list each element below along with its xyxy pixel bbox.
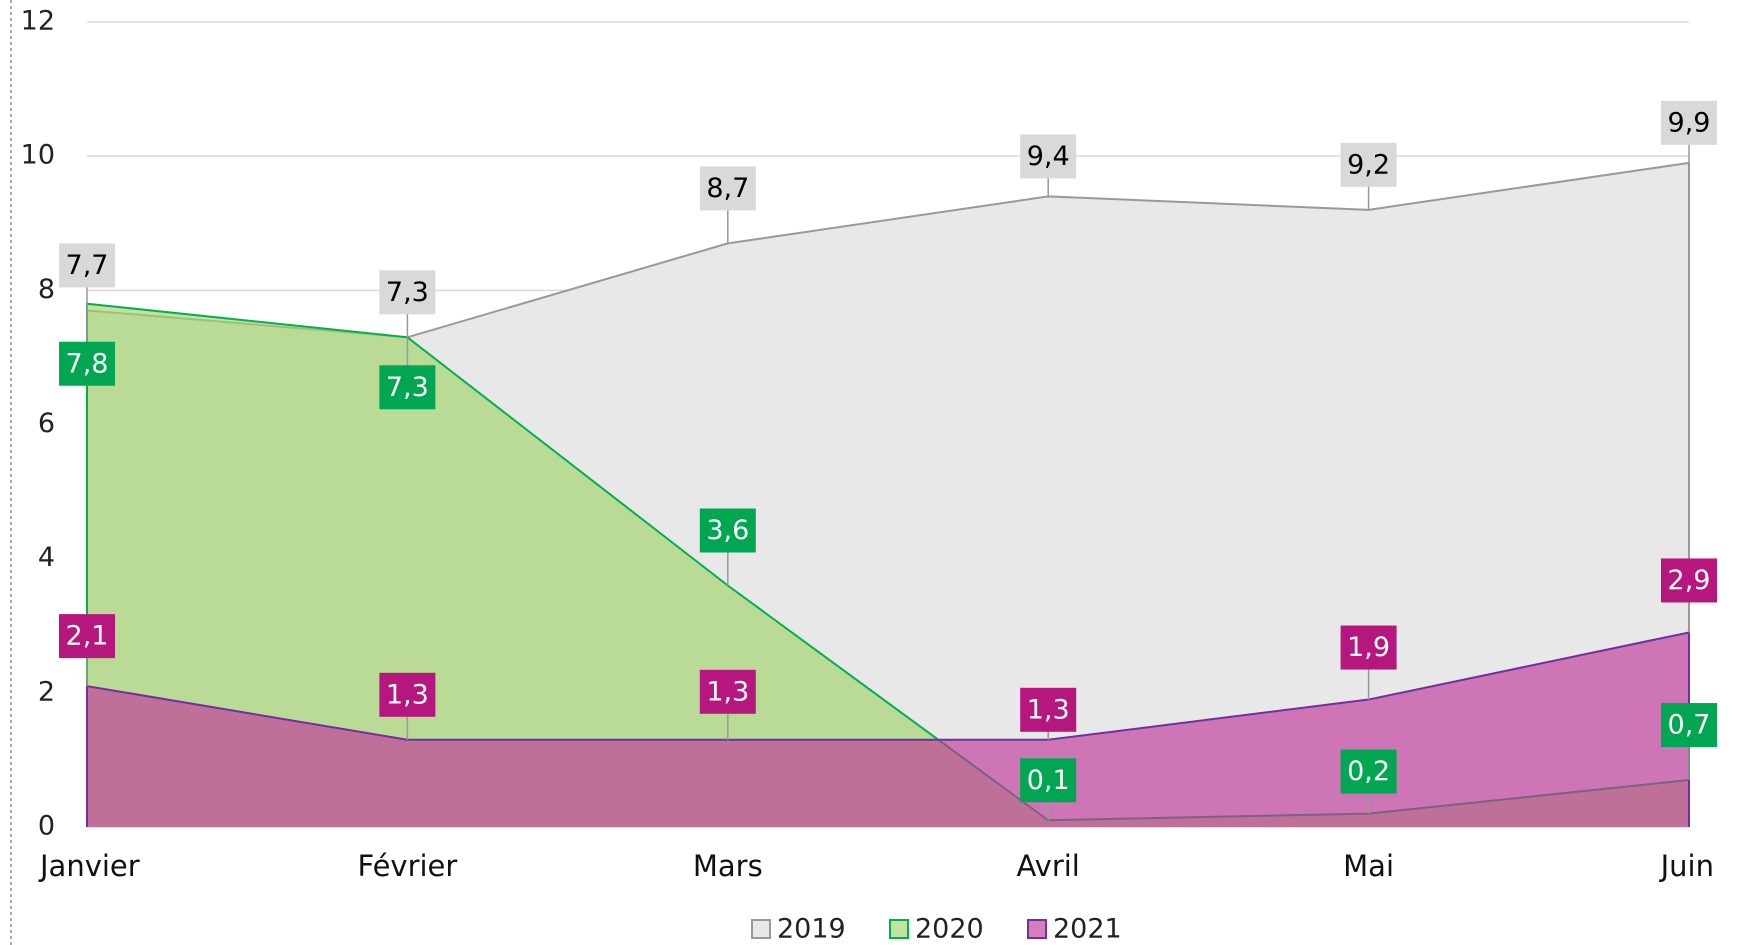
data-label-text: 1,3 <box>1027 694 1070 725</box>
data-label-box <box>699 669 756 714</box>
data-label-text: 3,6 <box>706 515 749 546</box>
area-fill <box>87 632 1689 827</box>
data-label-text: 9,9 <box>1668 107 1711 138</box>
data-label-box <box>1020 134 1077 179</box>
x-tick-label: Mars <box>693 849 763 883</box>
legend-swatch <box>1027 919 1047 939</box>
data-label-box <box>699 166 756 211</box>
data-label-box <box>1661 100 1717 145</box>
data-label-box <box>379 672 436 717</box>
legend-label: 2021 <box>1053 914 1122 945</box>
x-tick-label: Avril <box>1017 849 1080 883</box>
data-label: 0,1 <box>1020 758 1077 803</box>
data-label: 1,3 <box>699 669 756 714</box>
data-label: 7,8 <box>59 341 115 386</box>
data-label-box <box>1340 142 1397 187</box>
y-tick-label: 0 <box>38 811 55 842</box>
data-label-text: 7,8 <box>66 348 109 379</box>
data-label-box <box>1340 625 1397 670</box>
data-label-box <box>379 365 436 410</box>
y-tick-label: 2 <box>38 676 55 707</box>
data-label-text: 7,7 <box>66 250 109 281</box>
data-label: 8,7 <box>699 166 756 211</box>
data-label-text: 1,3 <box>386 679 429 710</box>
data-label-box <box>1661 558 1717 603</box>
x-tick-label: Janvier <box>38 849 140 883</box>
data-label: 9,2 <box>1340 142 1397 187</box>
data-label-text: 0,1 <box>1027 765 1070 796</box>
data-label-text: 0,7 <box>1668 710 1711 741</box>
data-label-box <box>59 614 115 659</box>
data-label: 2,9 <box>1661 558 1717 603</box>
data-label-text: 1,9 <box>1347 632 1390 663</box>
y-tick-label: 4 <box>38 542 55 573</box>
y-tick-label: 6 <box>38 408 55 439</box>
data-label-box <box>59 341 115 386</box>
data-label-text: 9,2 <box>1347 149 1390 180</box>
y-tick-label: 12 <box>21 6 55 37</box>
data-label-box <box>59 243 115 288</box>
legend-swatch <box>889 919 909 939</box>
data-label-text: 7,3 <box>386 277 429 308</box>
x-tick-label: Mai <box>1343 849 1394 883</box>
data-label-text: 8,7 <box>706 173 749 204</box>
data-label-text: 9,4 <box>1027 141 1070 172</box>
data-label: 0,2 <box>1340 749 1397 794</box>
data-label-text: 1,3 <box>706 676 749 707</box>
data-label-text: 2,1 <box>66 621 109 652</box>
data-label-box <box>1340 749 1397 794</box>
y-tick-label: 10 <box>21 140 55 171</box>
data-label: 9,9 <box>1661 100 1717 145</box>
data-label: 9,4 <box>1020 134 1077 179</box>
y-tick-label: 8 <box>38 274 55 305</box>
data-label: 1,9 <box>1340 625 1397 670</box>
data-label: 7,3 <box>379 365 436 410</box>
data-label: 1,3 <box>1020 687 1077 732</box>
data-label: 7,3 <box>379 270 436 315</box>
data-label-box <box>1020 687 1077 732</box>
data-label-box <box>379 270 436 315</box>
data-label-box <box>699 508 756 553</box>
data-label: 2,1 <box>59 614 115 659</box>
area-line <box>86 631 1690 827</box>
data-label-text: 2,9 <box>1668 565 1711 596</box>
data-label-text: 0,2 <box>1347 756 1390 787</box>
data-label-box <box>1020 758 1077 803</box>
legend-label: 2020 <box>915 914 984 945</box>
data-label-box <box>1661 703 1717 748</box>
data-label: 1,3 <box>379 672 436 717</box>
x-tick-label: Février <box>357 849 457 883</box>
data-label: 7,7 <box>59 243 115 288</box>
x-tick-label: Juin <box>1659 849 1714 883</box>
legend-label: 2019 <box>777 914 846 945</box>
legend-swatch <box>751 919 771 939</box>
data-label: 3,6 <box>699 508 756 553</box>
data-label-text: 7,3 <box>386 372 429 403</box>
data-label: 0,7 <box>1661 703 1717 748</box>
area-fill <box>87 303 1689 827</box>
